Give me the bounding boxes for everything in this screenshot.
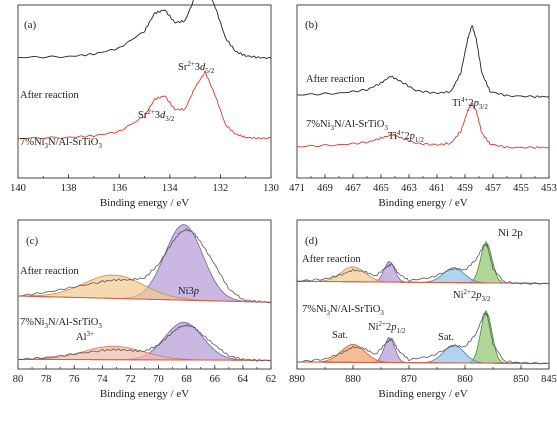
panel-d-tick-label: 845: [541, 374, 557, 385]
panel-c-tick-label: 64: [238, 374, 249, 385]
panel-a-label: (a): [24, 19, 37, 31]
panel-a-tick-label: 132: [213, 183, 229, 194]
panel-b-tick-label: 461: [429, 183, 445, 194]
panel-c-tick-label: 66: [210, 374, 221, 385]
panel-a-series-label: 7%Ni3N/Al-SrTiO3: [20, 137, 102, 150]
panel-d-series-label: 7%Ni3N/Al-SrTiO3: [302, 304, 384, 317]
panel-a-series-label: After reaction: [20, 90, 79, 101]
panel-b-label: (b): [305, 19, 318, 31]
panel-d-series-line: [296, 312, 550, 365]
panel-d-frame: [296, 219, 550, 370]
panel-c: 80 78 76 74 72 70 68 66 64 62 Binding energy / eV (…: [13, 219, 277, 400]
panel-a-x-axis-label: Binding energy / eV: [100, 197, 189, 209]
panel-d-corner-label: Ni 2p: [498, 227, 523, 239]
panel-b-tick-label: 469: [317, 183, 333, 194]
panel-a: 140 138 136 134 132 130 Binding energy / eV (a)…: [10, 0, 279, 209]
panel-d-label: (d): [305, 235, 318, 247]
panel-c-label: (c): [26, 235, 39, 247]
panel-b-series-label: After reaction: [306, 74, 365, 85]
panel-c-tick-label: 68: [181, 374, 192, 385]
panel-d-peak-annotation: Sat.: [332, 330, 348, 341]
panel-a-tick-label: 140: [10, 183, 26, 194]
panel-d-tick-label: 890: [289, 374, 305, 385]
panel-b-x-axis-label: Binding energy / eV: [378, 197, 467, 209]
panel-c-fit-peak: [17, 274, 272, 303]
panel-b-tick-label: 467: [345, 183, 361, 194]
panel-a-tick-label: 134: [162, 183, 179, 194]
panel-b-tick-label: 453: [541, 183, 557, 194]
panel-b-tick-label: 457: [485, 183, 501, 194]
panel-d-tick-label: 860: [457, 374, 473, 385]
panel-c-series-line: [17, 228, 272, 304]
panel-c-x-axis-label: Binding energy / eV: [100, 388, 189, 400]
panel-a-tick-label: 136: [111, 183, 127, 194]
panel-b-series-line: [296, 103, 550, 149]
panel-b: 471 469 467 465 463 461 459 457 455 453 Binding en…: [289, 4, 557, 209]
panel-d-background-line: [296, 361, 550, 364]
panel-b-series-line: [296, 25, 550, 98]
panel-a-peak-annotation: Sr2+3d3/2: [138, 108, 175, 123]
panel-b-frame: [296, 4, 550, 179]
panel-d-tick-label: 880: [345, 374, 361, 385]
panel-b-peak-annotation: Ti4+2p3/2: [452, 96, 488, 111]
panel-c-peak-annotation: Al3+: [76, 330, 94, 343]
panel-d-fit-peak: [296, 266, 550, 284]
panel-c-peak-annotation: Ni3p: [178, 286, 199, 297]
panel-c-tick-label: 70: [153, 374, 164, 385]
panel-c-fit-peak: [17, 345, 272, 361]
panel-d-tick-label: 850: [513, 374, 529, 385]
panel-b-tick-label: 463: [401, 183, 417, 194]
panel-c-tick-label: 78: [41, 374, 52, 385]
panel-d-peak-annotation: Sat.: [438, 332, 454, 343]
panel-c-tick-label: 80: [13, 374, 24, 385]
panel-c-background-line: [17, 295, 272, 303]
panel-b-peak-annotation: Ti4+2p1/2: [388, 129, 424, 144]
panel-a-tick-label: 130: [263, 183, 279, 194]
panel-d: 890 880 870 860 850 845 Binding energy / eV (d)…: [289, 219, 557, 400]
panel-c-tick-label: 72: [125, 374, 136, 385]
panel-c-tick-label: 62: [266, 374, 277, 385]
panel-c-series-label: 7%Ni3N/Al-SrTiO3: [20, 317, 102, 330]
panel-b-tick-label: 471: [289, 183, 305, 194]
panel-d-series-line: [296, 243, 550, 285]
panel-b-tick-label: 459: [457, 183, 473, 194]
panel-a-series-line: [17, 0, 272, 60]
panel-c-series-line: [17, 323, 272, 362]
panel-a-series-line: [17, 70, 272, 140]
panel-c-background-line: [17, 358, 272, 361]
panel-b-series-label: 7%Ni3N/Al-SrTiO3: [306, 119, 388, 132]
panel-d-series-label: After reaction: [302, 254, 361, 265]
panel-a-peak-annotation: Sr2+3d5/2: [178, 60, 215, 75]
panel-b-tick-label: 465: [373, 183, 389, 194]
panel-d-peak-annotation: Ni2+2p3/2: [453, 288, 491, 303]
panel-a-tick-label: 138: [61, 183, 77, 194]
panel-c-tick-label: 74: [97, 374, 108, 385]
panel-d-fit-peak: [296, 343, 550, 364]
panel-c-series-label: After reaction: [20, 266, 79, 277]
panel-c-tick-label: 76: [69, 374, 80, 385]
panel-d-peak-annotation: Ni2+2p1/2: [368, 320, 406, 335]
panel-b-tick-label: 455: [513, 183, 529, 194]
panel-d-tick-label: 870: [401, 374, 417, 385]
panel-d-x-axis-label: Binding energy / eV: [378, 388, 467, 400]
